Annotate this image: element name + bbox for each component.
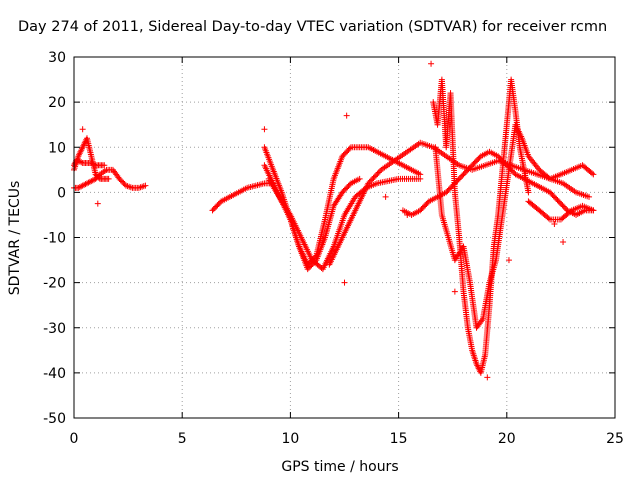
- data-point: [78, 159, 85, 166]
- chart-title: Day 274 of 2011, Sidereal Day-to-day VTE…: [18, 19, 607, 35]
- y-tick-label: -10: [43, 231, 66, 247]
- data-point: [365, 180, 372, 187]
- x-tick-label: 20: [498, 431, 516, 447]
- data-point: [545, 215, 552, 222]
- y-tick-label: -40: [43, 366, 66, 382]
- outlier-point: [428, 60, 435, 67]
- outlier-point: [560, 239, 567, 246]
- data-point: [370, 174, 377, 181]
- data-point: [369, 176, 376, 183]
- tick-labels: 0 5 10 15 20 25 30 20 10 0 -10 -20 -30 -40 -50: [43, 50, 624, 447]
- outlier-point: [551, 220, 558, 227]
- x-tick-label: 15: [390, 431, 408, 447]
- x-tick-label: 0: [70, 431, 79, 447]
- plot-frame: [73, 56, 616, 419]
- outlier-point: [484, 374, 491, 381]
- data-point: [105, 175, 112, 182]
- data-point: [356, 175, 363, 182]
- x-axis-label: GPS time / hours: [281, 459, 398, 475]
- outlier-point: [404, 211, 411, 218]
- data-points: [71, 60, 597, 381]
- data-point: [367, 177, 374, 184]
- y-tick-label: 0: [57, 185, 66, 201]
- y-tick-label: 20: [48, 95, 66, 111]
- y-tick-label: -20: [43, 276, 66, 292]
- data-point: [525, 189, 532, 196]
- data-point: [101, 162, 108, 169]
- data-point: [586, 193, 593, 200]
- outlier-point: [382, 193, 389, 200]
- data-point: [116, 175, 123, 182]
- data-point: [95, 174, 102, 181]
- data-point: [590, 171, 597, 178]
- y-tick-label: -30: [43, 321, 66, 337]
- x-tick-label: 5: [178, 431, 187, 447]
- outlier-point: [261, 126, 268, 133]
- data-point: [374, 170, 381, 177]
- data-point: [373, 172, 380, 179]
- data-point: [366, 178, 373, 185]
- data-point: [589, 170, 596, 177]
- data-point: [371, 173, 378, 180]
- y-axis-label: SDTVAR / TECUs: [7, 181, 23, 296]
- data-point: [375, 169, 382, 176]
- x-tick-label: 10: [281, 431, 299, 447]
- data-point: [142, 182, 149, 189]
- outlier-point: [94, 200, 101, 207]
- y-tick-label: 30: [48, 50, 66, 66]
- outlier-point: [341, 279, 348, 286]
- y-tick-label: 10: [48, 140, 66, 156]
- outlier-point: [343, 112, 350, 119]
- outlier-point: [505, 257, 512, 264]
- outlier-point: [451, 288, 458, 295]
- data-point: [567, 208, 574, 215]
- y-tick-label: -50: [43, 411, 66, 427]
- data-point: [119, 178, 126, 185]
- data-point: [120, 179, 127, 186]
- x-tick-label: 25: [606, 431, 624, 447]
- outlier-point: [79, 126, 86, 133]
- data-point: [346, 145, 353, 152]
- data-point: [590, 207, 597, 214]
- data-point: [117, 177, 124, 184]
- data-point: [417, 175, 424, 182]
